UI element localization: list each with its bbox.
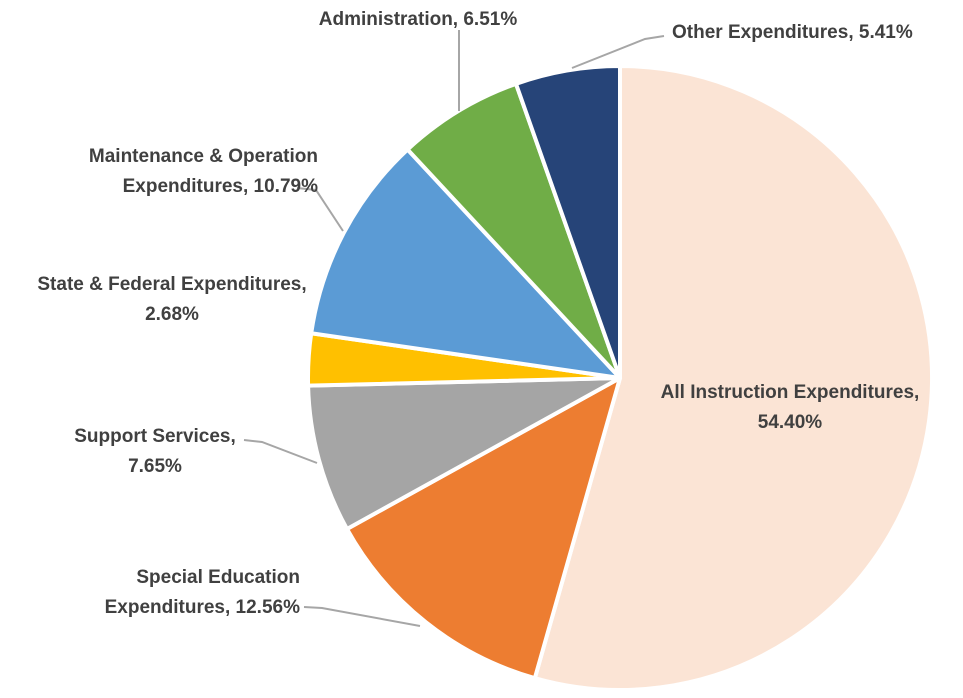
data-label-line: 2.68% [145,304,199,325]
data-label-line: Special Education [136,567,300,588]
data-label-maintenance-and-operation-expenditures: Maintenance & Operation Expenditures, 10.… [89,146,318,197]
data-label-other-expenditures: Other Expenditures, 5.41% [672,22,913,43]
data-label-administration: Administration, 6.51% [319,9,518,30]
pie-slice-support-services [306,376,622,531]
leader-line-special-education-expenditures [303,606,421,627]
data-label-line: All Instruction Expenditures, [661,382,920,403]
data-label-line: State & Federal Expenditures, [37,274,306,295]
data-label-all-instruction-expenditures: All Instruction Expenditures, 54.40% [661,382,920,433]
leader-line-other-expenditures [571,35,665,69]
slices-layer [306,64,934,692]
data-label-line: Support Services, [74,426,236,447]
leader-lines-layer [243,30,665,627]
data-label-line: 54.40% [758,412,823,433]
pie-slice-all-instruction-expenditures [532,64,934,692]
leader-line-maintenance-and-operation-expenditures [296,187,344,232]
pie-slice-administration [405,81,622,380]
leader-line-support-services [243,439,318,464]
data-label-support-services: Support Services, 7.65% [74,426,236,477]
pie-slice-special-education-expenditures [344,376,622,681]
data-label-line: Expenditures, 10.79% [123,176,318,197]
data-label-line: Administration, 6.51% [319,9,518,30]
data-label-line: 7.65% [128,456,182,477]
pie-slice-other-expenditures [513,64,622,380]
data-label-line: Maintenance & Operation [89,146,318,167]
data-label-line: Other Expenditures, 5.41% [672,22,913,43]
data-label-line: Expenditures, 12.56% [105,597,300,618]
data-label-special-education-expenditures: Special Education Expenditures, 12.56% [105,567,300,618]
pie-slice-maintenance-and-operation-expenditures [309,147,622,380]
labels-layer: All Instruction Expenditures, 54.40% Speci… [37,9,919,618]
data-label-state-and-federal-expenditures: State & Federal Expenditures, 2.68% [37,274,306,325]
